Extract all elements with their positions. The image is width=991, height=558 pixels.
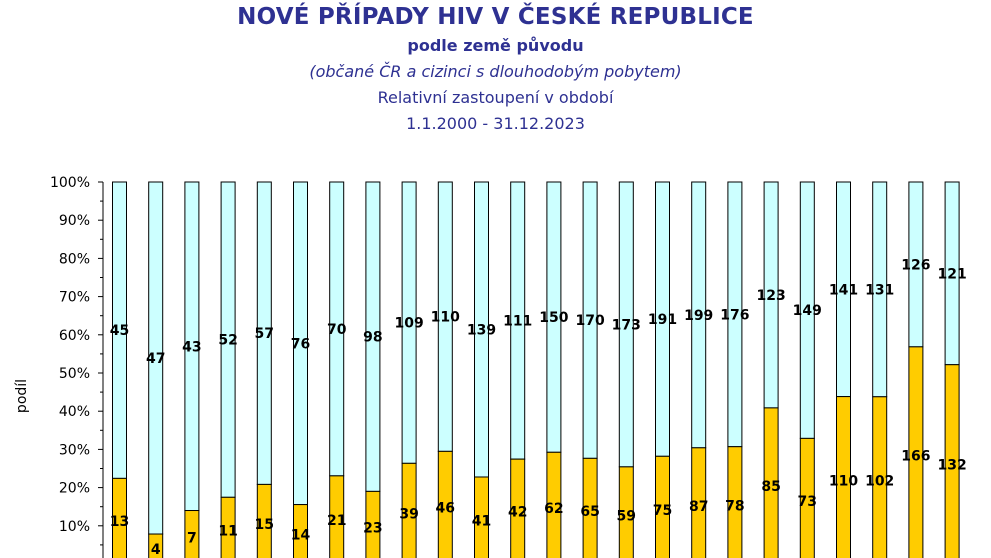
data-label-bottom: 65 — [580, 504, 599, 520]
data-labels: 45 13 47 4 43 7 52 11 57 15 76 14 70 21 98 23 109 39 110 46… — [110, 257, 967, 558]
bar-segment-bottom — [437, 450, 453, 558]
data-label-top: 173 — [612, 317, 641, 333]
data-label-top: 76 — [291, 336, 310, 352]
bar-segment-bottom — [655, 455, 670, 558]
data-label-bottom: 21 — [327, 513, 346, 529]
chart-subtitle-relative: Relativní zastoupení v období — [377, 88, 614, 107]
data-label-bottom: 39 — [399, 507, 418, 523]
y-tick-label: 40% — [59, 404, 90, 420]
bar-segment-bottom — [546, 451, 562, 558]
bar-segment-bottom — [582, 457, 598, 558]
bar-segment-bottom — [510, 458, 526, 558]
data-label-bottom: 73 — [798, 494, 817, 510]
y-tick-label: 100% — [50, 175, 90, 191]
bar-segment-bottom — [836, 396, 851, 558]
bar-segment-bottom — [365, 490, 381, 558]
data-label-bottom: 85 — [761, 479, 780, 495]
bar-segment-bottom — [148, 533, 164, 558]
bar-segment-bottom — [908, 346, 924, 558]
y-tick-label: 50% — [59, 366, 90, 382]
bar-segment-bottom — [799, 437, 815, 558]
bar-segment-bottom — [401, 462, 417, 558]
bar-segment-bottom — [256, 483, 272, 558]
bar-segment-bottom — [763, 407, 779, 558]
bar-segment-bottom — [691, 447, 707, 558]
data-label-top: 150 — [539, 310, 568, 326]
bar-segment-bottom — [293, 504, 308, 558]
chart-subtitle-population: (občané ČR a cizinci s dlouhodobým pobyt… — [309, 62, 682, 81]
data-label-top: 111 — [503, 314, 532, 330]
bar-segment-bottom — [727, 446, 743, 558]
chart-subtitle: podle země původu — [407, 36, 584, 55]
bar-segment-bottom — [944, 364, 960, 558]
data-label-bottom: 46 — [436, 501, 455, 517]
data-label-top: 52 — [218, 333, 237, 349]
y-tick-label: 80% — [59, 251, 90, 267]
y-tick-label: 90% — [59, 213, 90, 229]
y-tick-label: 10% — [59, 519, 90, 535]
data-label-bottom: 15 — [255, 517, 274, 533]
bar-segment-bottom — [618, 466, 634, 558]
data-label-bottom: 75 — [653, 503, 672, 519]
data-label-top: 126 — [901, 257, 930, 273]
data-label-bottom: 7 — [187, 530, 197, 546]
data-label-top: 131 — [865, 282, 894, 298]
bar-segment-bottom — [329, 475, 345, 558]
data-label-top: 149 — [793, 303, 822, 319]
data-label-bottom: 11 — [218, 524, 237, 540]
data-label-bottom: 102 — [865, 473, 894, 489]
data-label-bottom: 110 — [829, 473, 858, 489]
data-label-top: 57 — [255, 326, 274, 342]
data-label-bottom: 166 — [901, 448, 930, 464]
bar-segment-bottom — [872, 396, 888, 558]
data-label-top: 170 — [575, 313, 604, 329]
data-label-top: 110 — [431, 310, 460, 326]
data-label-top: 139 — [467, 322, 496, 338]
data-label-top: 199 — [684, 308, 713, 324]
data-label-bottom: 14 — [291, 527, 311, 543]
y-tick-label: 70% — [59, 290, 90, 306]
data-label-top: 109 — [394, 316, 423, 332]
data-label-top: 47 — [146, 351, 165, 367]
data-label-bottom: 62 — [544, 501, 563, 517]
data-label-bottom: 41 — [472, 513, 491, 529]
bar-segment-bottom — [112, 477, 127, 558]
y-tick-label: 60% — [59, 328, 90, 344]
bars — [112, 181, 960, 558]
data-label-bottom: 42 — [508, 505, 527, 521]
data-label-top: 45 — [110, 323, 129, 339]
data-label-bottom: 23 — [363, 521, 382, 537]
bar-segment-bottom — [184, 510, 200, 558]
data-label-top: 70 — [327, 322, 347, 338]
chart-title: NOVÉ PŘÍPADY HIV V ČESKÉ REPUBLICE — [237, 4, 754, 30]
y-axis: 0%10%20%30%40%50%60%70%80%90%100% — [50, 175, 104, 558]
data-label-top: 43 — [182, 339, 201, 355]
y-tick-label: 20% — [59, 481, 90, 497]
data-label-bottom: 13 — [110, 514, 129, 530]
data-label-top: 141 — [829, 282, 858, 298]
y-tick-label: 30% — [59, 442, 90, 458]
data-label-bottom: 78 — [725, 498, 744, 514]
data-label-bottom: 87 — [689, 499, 708, 515]
data-label-bottom: 59 — [617, 508, 636, 524]
data-label-top: 98 — [363, 330, 382, 346]
chart-period: 1.1.2000 - 31.12.2023 — [406, 114, 585, 133]
data-label-bottom: 4 — [151, 542, 161, 558]
data-label-top: 176 — [720, 307, 749, 323]
bar-segment-bottom — [220, 496, 236, 558]
data-label-bottom: 132 — [937, 457, 966, 473]
data-label-top: 123 — [756, 288, 785, 304]
data-label-top: 121 — [937, 266, 966, 282]
data-label-top: 191 — [648, 312, 677, 328]
bar-segment-bottom — [474, 476, 489, 558]
